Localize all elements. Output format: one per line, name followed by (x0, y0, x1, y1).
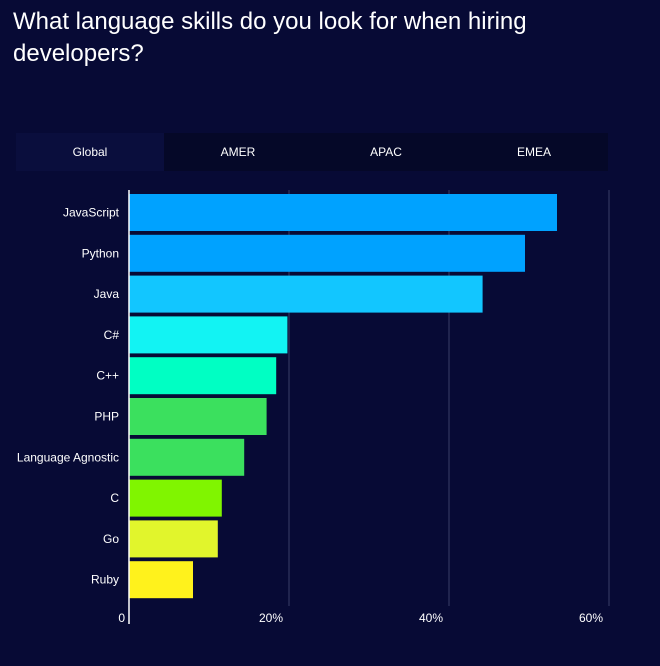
tab-global[interactable]: Global (16, 133, 164, 171)
x-tick-label: 20% (259, 611, 283, 625)
category-label: C (110, 491, 119, 505)
category-label: Go (103, 532, 119, 546)
tab-emea[interactable]: EMEA (516, 145, 551, 159)
category-label: Java (94, 287, 120, 301)
category-label: PHP (94, 410, 119, 424)
x-tick-label: 0 (118, 611, 125, 625)
bar (129, 479, 222, 517)
category-label: Language Agnostic (17, 450, 119, 464)
category-label: Ruby (91, 573, 119, 587)
bar (129, 234, 525, 272)
x-tick-label: 60% (579, 611, 603, 625)
bar (129, 275, 483, 313)
bar (129, 316, 288, 354)
category-label: C# (104, 328, 120, 342)
bar (129, 438, 245, 476)
x-tick-label: 40% (419, 611, 443, 625)
category-label: JavaScript (63, 206, 120, 220)
tab-apac[interactable]: APAC (370, 145, 402, 159)
chart-title: What language skills do you look for whe… (13, 8, 527, 67)
bar (129, 194, 557, 231)
tab-amer[interactable]: AMER (220, 145, 256, 159)
category-label: Python (82, 246, 119, 260)
bar (129, 520, 218, 558)
bar (129, 357, 277, 395)
bar (129, 398, 267, 435)
region-tabs: Global AMER APAC EMEA (16, 133, 608, 171)
bar (129, 561, 193, 599)
category-label: C++ (96, 369, 119, 383)
